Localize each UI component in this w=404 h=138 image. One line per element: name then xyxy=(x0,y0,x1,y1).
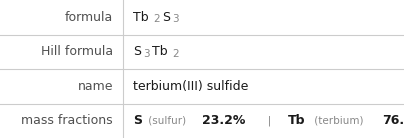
Text: formula: formula xyxy=(65,11,113,24)
Text: (terbium): (terbium) xyxy=(311,116,366,126)
Text: |: | xyxy=(258,116,281,126)
Text: mass fractions: mass fractions xyxy=(21,114,113,127)
Text: Tb: Tb xyxy=(133,11,149,24)
Text: S: S xyxy=(133,114,142,127)
Text: 2: 2 xyxy=(154,14,160,24)
Text: 76.8%: 76.8% xyxy=(383,114,404,127)
Text: 23.2%: 23.2% xyxy=(202,114,246,127)
Text: Tb: Tb xyxy=(288,114,305,127)
Text: Tb: Tb xyxy=(152,45,168,58)
Text: S: S xyxy=(162,11,170,24)
Text: S: S xyxy=(133,45,141,58)
Text: 3: 3 xyxy=(144,49,150,59)
Text: name: name xyxy=(78,80,113,93)
Text: (sulfur): (sulfur) xyxy=(145,116,189,126)
Text: Hill formula: Hill formula xyxy=(41,45,113,58)
Text: 2: 2 xyxy=(173,49,179,59)
Text: terbium(III) sulfide: terbium(III) sulfide xyxy=(133,80,249,93)
Text: 3: 3 xyxy=(173,14,179,24)
